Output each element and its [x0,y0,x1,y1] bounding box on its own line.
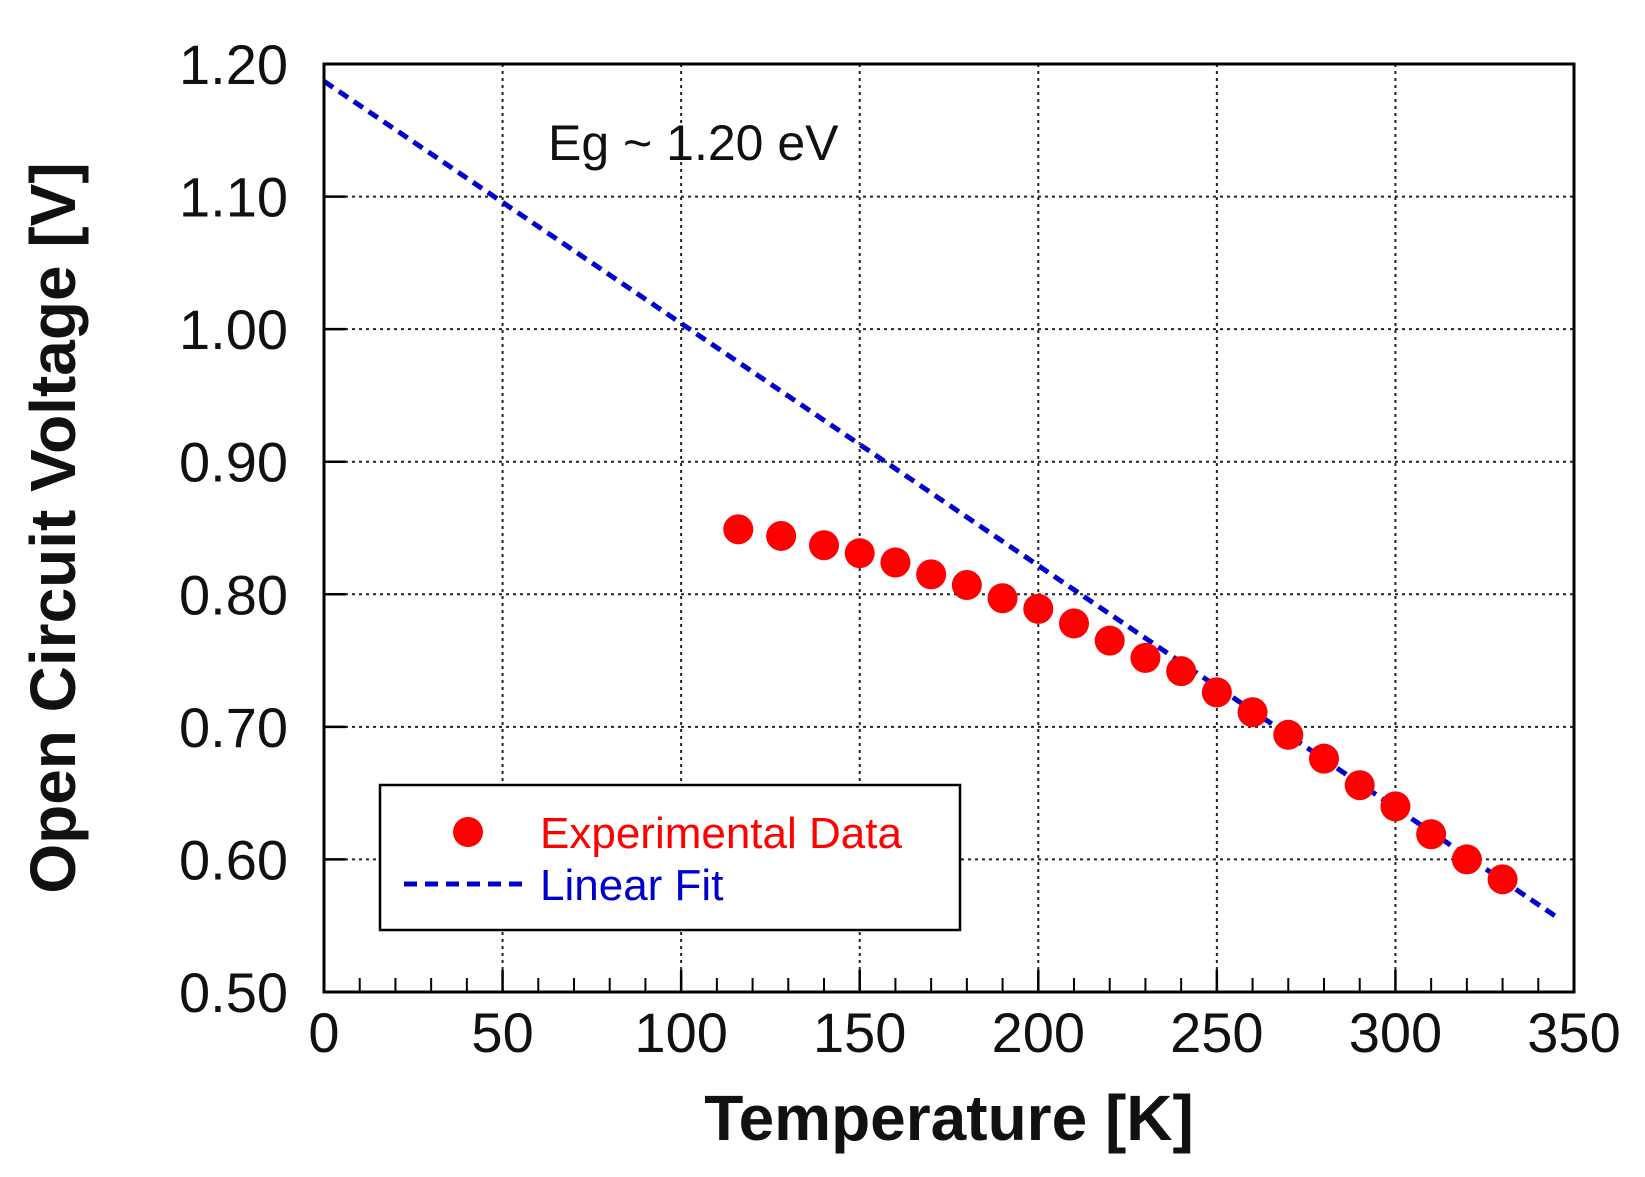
plot-frame [322,62,1576,994]
x-tick-label: 0 [308,1001,339,1064]
y-tick-label: 0.80 [179,563,288,626]
x-tick-label: 150 [813,1001,906,1064]
data-point-experimental [723,514,754,545]
x-tick-label: 250 [1170,1001,1263,1064]
x-tick-labels: 0 50 100 150 200 250 300 350 [308,1001,1620,1064]
x-tick-label: 200 [992,1001,1085,1064]
data-point-experimental [1380,791,1411,822]
grid [324,64,1574,992]
data-point-experimental [1451,844,1482,875]
data-point-experimental [880,547,911,578]
data-point-experimental [1487,864,1518,895]
data-point-experimental [1166,656,1197,687]
data-point-experimental [1273,719,1304,750]
data-point-experimental [844,538,875,569]
data-point-experimental [916,559,947,590]
x-tick-label: 100 [634,1001,727,1064]
y-axis-title: Open Circuit Voltage [V] [17,162,89,893]
x-axis-title: Temperature [K] [704,1082,1194,1154]
data-point-experimental [1344,770,1375,801]
data-point-experimental [1416,819,1447,850]
data-point-experimental [1201,677,1232,708]
y-tick-label: 0.50 [179,961,288,1024]
y-tick-label: 0.70 [179,696,288,759]
x-tick-label: 350 [1527,1001,1620,1064]
data-point-experimental [1023,593,1054,624]
y-tick-label: 1.20 [179,33,288,96]
data-point-experimental [766,520,797,551]
data-point-experimental [1130,642,1161,673]
y-tick-label: 0.90 [179,431,288,494]
x-tick-label: 300 [1349,1001,1442,1064]
legend-label-experimental: Experimental Data [540,809,902,858]
y-tick-label: 1.00 [179,298,288,361]
y-tick-label: 0.60 [179,828,288,891]
data-point-experimental [1094,625,1125,656]
y-tick-label: 1.10 [179,166,288,229]
x-tick-label: 50 [471,1001,533,1064]
data-point-experimental [951,570,982,601]
legend-marker-experimental [453,817,483,847]
y-tick-labels: 0.50 0.60 0.70 0.80 0.90 1.00 1.10 1.20 [179,33,288,1024]
points-layer [723,514,1518,895]
legend-label-linear-fit: Linear Fit [540,861,723,910]
data-point-experimental [987,583,1018,614]
data-point-experimental [1059,608,1089,639]
legend-box [378,783,962,932]
data-point-experimental [809,530,839,561]
legend: Experimental Data Linear Fit [378,783,962,932]
bandgap-annotation: Eg ~ 1.20 eV [548,115,839,171]
data-point-experimental [1309,743,1339,774]
data-point-experimental [1237,697,1268,728]
